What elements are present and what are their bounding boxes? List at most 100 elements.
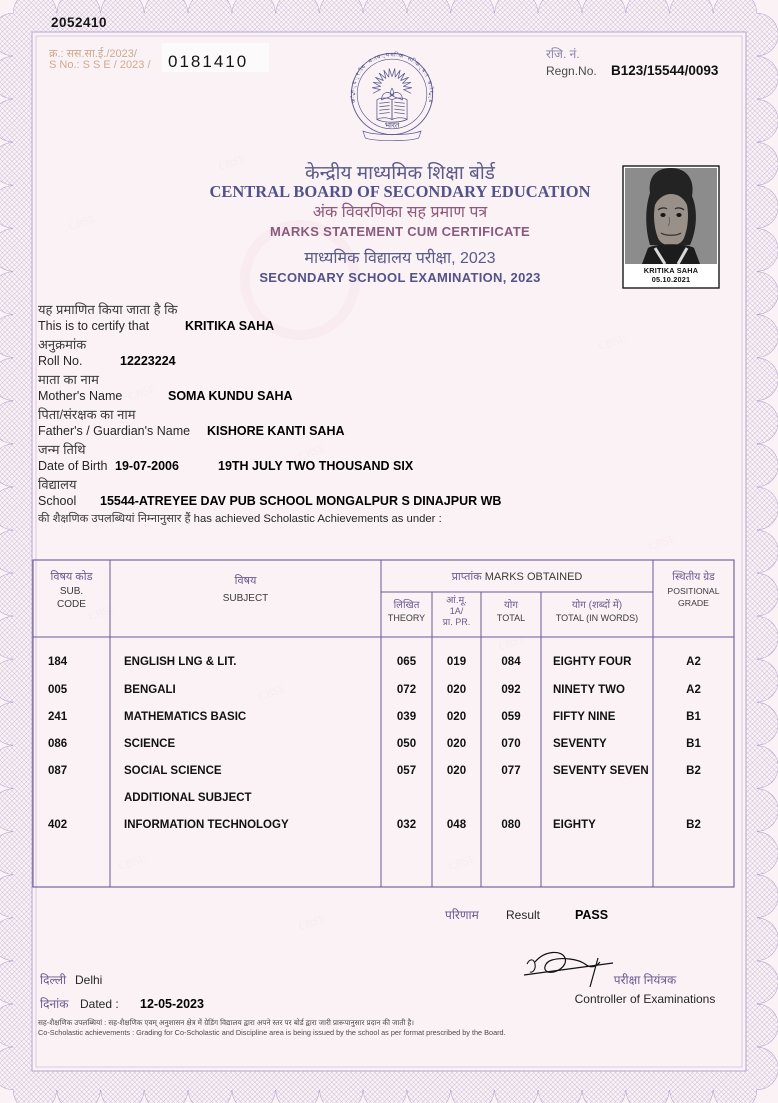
svg-text:EIGHTY FOUR: EIGHTY FOUR [553, 656, 632, 668]
svg-text:रजि. नं.: रजि. नं. [546, 47, 580, 61]
svg-text:प्रा. PR.: प्रा. PR. [443, 617, 470, 627]
svg-text:परिणाम: परिणाम [445, 908, 480, 922]
svg-text:19TH JULY TWO THOUSAND SIX: 19TH JULY TWO THOUSAND SIX [218, 459, 414, 473]
svg-text:2052410: 2052410 [51, 15, 107, 30]
svg-text:086: 086 [48, 738, 67, 750]
svg-text:B123/15544/0093: B123/15544/0093 [611, 63, 719, 78]
svg-text:CBSE: CBSE [67, 213, 97, 233]
svg-text:KRITIKA SAHA: KRITIKA SAHA [644, 266, 699, 275]
svg-text:विद्यालय: विद्यालय [38, 477, 77, 492]
svg-text:CBSE: CBSE [447, 853, 477, 873]
svg-text:032: 032 [397, 819, 416, 831]
svg-text:जन्म तिथि: जन्म तिथि [38, 442, 86, 457]
svg-text:184: 184 [48, 656, 68, 668]
svg-text:12-05-2023: 12-05-2023 [140, 997, 204, 1011]
svg-text:CBSE: CBSE [117, 853, 147, 873]
svg-text:School: School [38, 494, 76, 508]
svg-text:केन्द्रीय माध्यमिक शिक्षा बोर्: केन्द्रीय माध्यमिक शिक्षा बोर्ड [305, 161, 496, 184]
svg-text:यह प्रमाणित किया जाता है कि: यह प्रमाणित किया जाता है कि [38, 302, 179, 317]
svg-text:अनुक्रमांक: अनुक्रमांक [38, 337, 87, 353]
svg-text:CBSE: CBSE [217, 153, 247, 173]
svg-text:की शैक्षणिक उपलब्धियां निम्नान: की शैक्षणिक उपलब्धियां निम्नानुसार हैं h… [38, 511, 442, 526]
svg-text:MATHEMATICS BASIC: MATHEMATICS BASIC [124, 711, 246, 723]
svg-text:परीक्षा नियंत्रक: परीक्षा नियंत्रक [614, 973, 677, 987]
svg-text:THEORY: THEORY [388, 613, 425, 623]
svg-text:NINETY TWO: NINETY TWO [553, 684, 625, 696]
svg-text:020: 020 [447, 684, 466, 696]
svg-text:241: 241 [48, 711, 68, 723]
svg-text:057: 057 [397, 765, 416, 777]
svg-text:020: 020 [447, 765, 466, 777]
svg-text:CBSE: CBSE [597, 333, 627, 353]
svg-text:Delhi: Delhi [75, 973, 102, 987]
svg-text:MARKS STATEMENT CUM CERTIFICAT: MARKS STATEMENT CUM CERTIFICATE [270, 224, 530, 239]
svg-text:019: 019 [447, 656, 466, 668]
svg-text:B2: B2 [686, 765, 701, 777]
svg-text:SUB.: SUB. [60, 586, 83, 597]
svg-text:CBSE: CBSE [497, 633, 527, 653]
svg-text:048: 048 [447, 819, 467, 831]
svg-text:020: 020 [447, 738, 466, 750]
svg-text:039: 039 [397, 711, 416, 723]
svg-text:CBSE: CBSE [87, 603, 117, 623]
svg-text:05.10.2021: 05.10.2021 [652, 275, 691, 284]
svg-text:Result: Result [506, 908, 541, 922]
svg-text:B2: B2 [686, 819, 701, 831]
svg-text:19-07-2006: 19-07-2006 [115, 459, 179, 473]
svg-text:क: क [398, 53, 404, 60]
svg-text:ENGLISH LNG & LIT.: ENGLISH LNG & LIT. [124, 656, 236, 668]
svg-text:087: 087 [48, 765, 67, 777]
svg-text:माता का नाम: माता का नाम [38, 372, 99, 387]
svg-text:B1: B1 [686, 711, 701, 723]
svg-text:SUBJECT: SUBJECT [223, 593, 269, 604]
svg-text:072: 072 [397, 684, 416, 696]
svg-text:SCIENCE: SCIENCE [124, 738, 175, 750]
svg-text:FIFTY NINE: FIFTY NINE [553, 711, 616, 723]
svg-text:योग (शब्दों में): योग (शब्दों में) [572, 599, 622, 611]
svg-text:लिखित: लिखित [394, 599, 420, 611]
svg-text:Mother's Name: Mother's Name [38, 389, 122, 403]
svg-text:077: 077 [501, 765, 520, 777]
svg-text:A2: A2 [686, 656, 701, 668]
svg-text:CBSE: CBSE [257, 683, 287, 703]
svg-text:GRADE: GRADE [678, 598, 709, 608]
svg-text:065: 065 [397, 656, 417, 668]
svg-text:SEVENTY SEVEN: SEVENTY SEVEN [553, 765, 649, 777]
svg-text:Father's / Guardian's Name: Father's / Guardian's Name [38, 424, 190, 438]
svg-text:्: ् [427, 94, 433, 98]
svg-text:Roll No.: Roll No. [38, 354, 82, 368]
svg-text:विषय: विषय [235, 574, 257, 587]
svg-text:विषय कोड: विषय कोड [51, 570, 93, 583]
svg-text:CBSE: CBSE [297, 913, 327, 933]
svg-text:059: 059 [501, 711, 520, 723]
svg-text:084: 084 [501, 656, 521, 668]
svg-text:A2: A2 [686, 684, 701, 696]
svg-text:B1: B1 [686, 738, 701, 750]
svg-text:TOTAL: TOTAL [497, 613, 525, 623]
svg-text:12223224: 12223224 [120, 354, 176, 368]
svg-text:योग: योग [504, 599, 518, 611]
svg-text:Regn.No.: Regn.No. [546, 64, 597, 78]
svg-text:092: 092 [501, 684, 520, 696]
svg-text:This is to certify that: This is to certify that [38, 319, 150, 333]
svg-text:KRITIKA SAHA: KRITIKA SAHA [185, 319, 274, 333]
svg-text:पिता/संरक्षक का नाम: पिता/संरक्षक का नाम [38, 407, 136, 422]
svg-text:INFORMATION TECHNOLOGY: INFORMATION TECHNOLOGY [124, 819, 289, 831]
svg-text:Co-Scholastic achievements : G: Co-Scholastic achievements : Grading for… [38, 1028, 506, 1037]
svg-text:070: 070 [501, 738, 520, 750]
svg-text:0181410: 0181410 [168, 52, 248, 71]
svg-text:SOCIAL SCIENCE: SOCIAL SCIENCE [124, 765, 222, 777]
svg-text:15544-ATREYEE DAV PUB SCHOOL M: 15544-ATREYEE DAV PUB SCHOOL MONGALPUR S… [100, 494, 501, 508]
svg-text:402: 402 [48, 819, 67, 831]
svg-text:PASS: PASS [575, 908, 608, 922]
svg-text:ADDITIONAL SUBJECT: ADDITIONAL SUBJECT [124, 792, 252, 804]
svg-text:S No.: S S E / 2023 /: S No.: S S E / 2023 / [49, 59, 151, 71]
svg-text:Date of Birth: Date of Birth [38, 459, 108, 473]
svg-text:माध्यमिक विद्यालय परीक्षा, 202: माध्यमिक विद्यालय परीक्षा, 2023 [304, 248, 495, 267]
svg-text:SECONDARY SCHOOL EXAMINATION,: SECONDARY SCHOOL EXAMINATION, 2023 [259, 270, 540, 285]
svg-text:अंक विवरणिका सह प्रमाण पत्र: अंक विवरणिका सह प्रमाण पत्र [313, 202, 489, 221]
svg-text:080: 080 [501, 819, 520, 831]
svg-text:SOMA KUNDU SAHA: SOMA KUNDU SAHA [168, 389, 293, 403]
svg-text:CENTRAL BOARD OF SECONDARY EDU: CENTRAL BOARD OF SECONDARY EDUCATION [209, 182, 590, 201]
svg-text:SEVENTY: SEVENTY [553, 738, 607, 750]
